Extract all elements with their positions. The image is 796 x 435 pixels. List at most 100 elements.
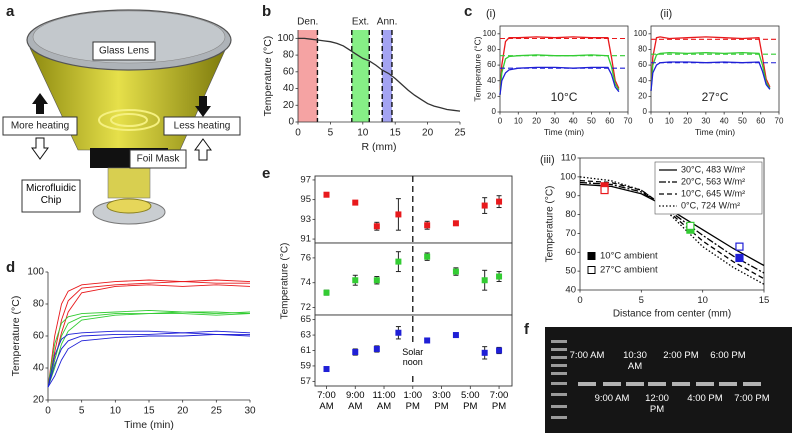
y-tick-label: 0 [492, 107, 497, 116]
y-tick-label: 60 [283, 66, 295, 77]
x-tick-label: 15 [390, 128, 402, 139]
lane-label: 9:00 AM [594, 393, 630, 404]
x-tick-label: 9:00 AM [346, 390, 365, 412]
diagram-label: Less heating [174, 121, 231, 132]
marker [323, 289, 330, 296]
x-tick-label: 5 [328, 128, 334, 139]
data-line [47, 332, 250, 388]
x-axis-label: Time (min) [695, 127, 735, 137]
x-tick-label: 25 [211, 406, 223, 417]
y-tick-label: 95 [300, 194, 311, 205]
y-tick-label: 90 [565, 190, 576, 201]
data-line [47, 281, 250, 388]
x-tick-label: 0 [295, 128, 301, 139]
x-tick-label: 5 [639, 295, 644, 306]
legend-box [654, 161, 763, 215]
glass-lens-top [32, 10, 226, 64]
diagram-label: Glass Lens [99, 46, 149, 57]
data-line [650, 36, 771, 91]
ladder-band [551, 348, 567, 351]
y-tick-label: 91 [300, 234, 311, 245]
x-tick-label: 7:00 PM [489, 390, 509, 412]
y-tick-label: 93 [300, 214, 311, 225]
ladder-band [551, 364, 567, 367]
y-tick-label: 100 [483, 29, 497, 38]
x-tick-label: 50 [738, 117, 747, 126]
x-tick-label: 3:00 PM [432, 390, 451, 412]
marker [373, 345, 380, 352]
lane-label: 4:00 PM [687, 393, 723, 404]
x-tick-label: 60 [605, 117, 614, 126]
marker [323, 366, 330, 373]
y-tick-label: 20 [638, 91, 647, 100]
y-tick-label: 80 [638, 45, 647, 54]
marker [735, 253, 744, 263]
panel-letter: b [262, 3, 271, 20]
x-tick-label: 0 [498, 117, 503, 126]
marker [373, 277, 380, 284]
ladder-band [551, 393, 567, 396]
data-line [47, 313, 251, 388]
marker [686, 221, 695, 230]
annotation-bg [396, 346, 429, 372]
x-tick-label: 10 [357, 128, 369, 139]
x-tick-label: 40 [720, 117, 729, 126]
data-line [499, 36, 620, 95]
data-line [298, 37, 461, 112]
y-tick-label: 80 [565, 209, 576, 220]
ring [98, 109, 160, 131]
plot-frame [579, 157, 765, 291]
marker [735, 242, 744, 251]
y-axis-label: Temperature (°C) [280, 243, 291, 320]
y-axis-label: Temperature (°C) [472, 36, 482, 101]
legend-label: 0°C, 724 W/m² [681, 200, 740, 210]
y-tick-label: 40 [565, 285, 576, 296]
y-tick-label: 60 [487, 60, 496, 69]
data-line [650, 61, 771, 91]
arrow-up [194, 138, 212, 161]
x-axis-label: Time (min) [544, 127, 584, 137]
y-tick-label: 61 [300, 345, 311, 356]
y-tick-label: 80 [283, 50, 295, 61]
annotation: 10°C [551, 90, 578, 104]
x-tick-label: 10 [665, 117, 674, 126]
y-tick-label: 40 [487, 76, 496, 85]
ring [110, 113, 148, 127]
x-tick-label: 5 [79, 406, 85, 417]
data-line [579, 179, 765, 280]
lane-label: 12:00 PM [645, 393, 669, 415]
band-label: Ext. [352, 17, 369, 28]
label-box [129, 149, 187, 169]
x-tick-label: 10 [697, 295, 708, 306]
data-line [499, 66, 620, 95]
x-tick-label: 15 [759, 295, 770, 306]
y-tick-label: 59 [300, 360, 311, 371]
data-line [499, 54, 620, 95]
plot-frame [314, 314, 513, 387]
arrow-down [195, 96, 211, 117]
y-tick-label: 100 [634, 29, 648, 38]
x-tick-label: 7:00 AM [317, 390, 336, 412]
x-tick-label: 60 [756, 117, 765, 126]
lane-label: 2:00 PM [663, 350, 699, 361]
marker [496, 347, 503, 354]
y-tick-label: 65 [300, 314, 311, 325]
y-tick-label: 40 [283, 83, 295, 94]
legend-label: 10°C ambient [600, 251, 658, 262]
y-tick-label: 97 [300, 174, 311, 185]
plot-frame [650, 25, 780, 113]
marker [481, 202, 488, 209]
data-line [650, 51, 771, 91]
x-tick-label: 70 [775, 117, 784, 126]
lane-label: 10:30 AM [623, 350, 647, 372]
y-tick-label: 0 [643, 107, 648, 116]
ladder-band [551, 356, 567, 359]
dna-band [648, 382, 666, 386]
plot-frame [314, 175, 513, 244]
x-tick-label: 70 [624, 117, 633, 126]
x-tick-label: 20 [177, 406, 189, 417]
ladder-band [551, 416, 567, 419]
y-tick-label: 40 [33, 363, 45, 374]
x-tick-label: 20 [683, 117, 692, 126]
